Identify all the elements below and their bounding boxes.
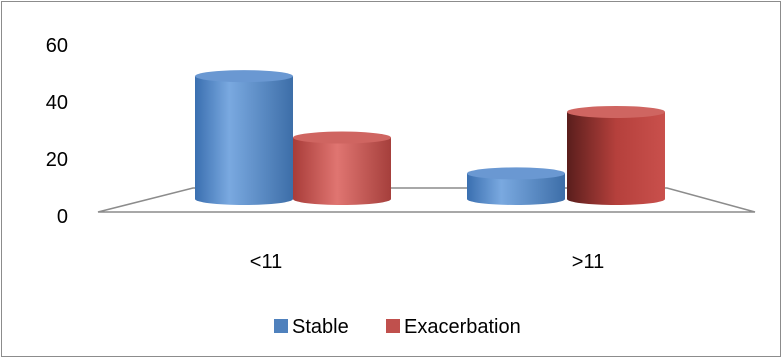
- y-tick-label: 0: [57, 206, 68, 228]
- category-label: <11: [250, 251, 282, 273]
- legend-swatch-exacerbation: [386, 319, 400, 333]
- legend-label-exacerbation: Exacerbation: [404, 316, 521, 338]
- y-tick-label: 20: [46, 149, 68, 171]
- bar-top: [467, 167, 565, 180]
- bar-exacerbation-1: [567, 105, 665, 205]
- bar-top: [195, 70, 293, 83]
- bar-body: [195, 76, 293, 206]
- bar-top: [567, 105, 665, 118]
- bar-top: [293, 131, 391, 144]
- bar-body: [467, 173, 565, 205]
- category-label: >11: [572, 251, 604, 273]
- bar-exacerbation-0: [293, 131, 391, 205]
- bars-group: [195, 70, 665, 206]
- y-tick-label: 40: [46, 92, 68, 114]
- y-axis: 0 20 40 60: [46, 35, 68, 228]
- legend-label-stable: Stable: [292, 316, 349, 338]
- bar-stable-0: [195, 70, 293, 206]
- y-tick-label: 60: [46, 35, 68, 57]
- legend-swatch-stable: [274, 319, 288, 333]
- x-axis: <11 >11: [250, 251, 604, 273]
- bar-stable-1: [467, 167, 565, 205]
- bar-body: [567, 111, 665, 205]
- bar-body: [293, 137, 391, 205]
- legend: Stable Exacerbation: [274, 316, 521, 338]
